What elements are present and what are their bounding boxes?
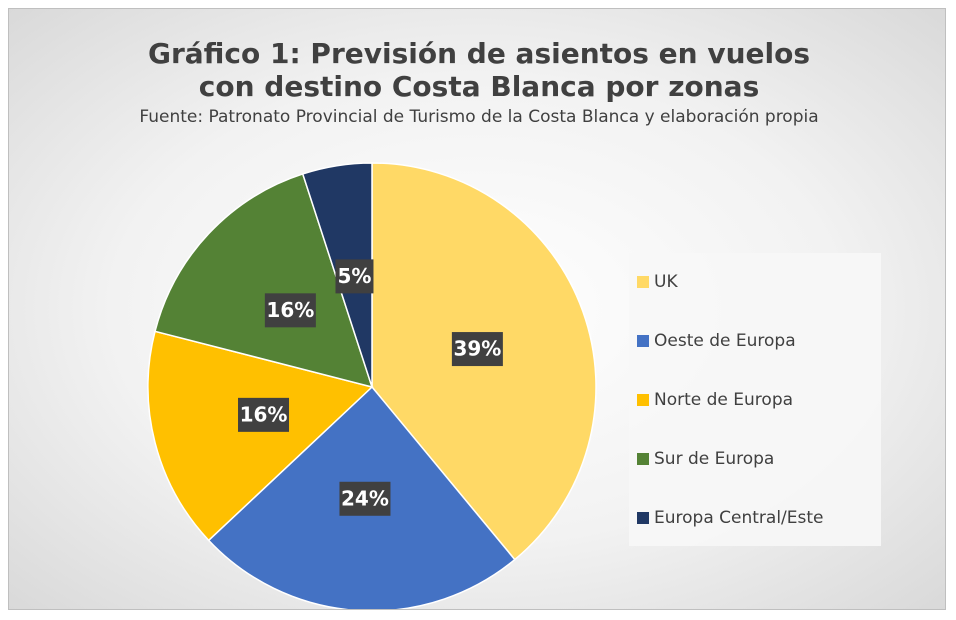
data-label-box [339,481,391,516]
pie-slice [154,173,374,389]
pie-slice [147,330,374,542]
legend-swatch [637,512,649,524]
chart-area: 39% 24% 16% 16% 5% UK Oeste de Europa Norte de … [8,8,946,610]
chart-title: Gráfico 1: Previsión de asientos en vuel… [147,37,811,103]
data-label-box [238,397,290,432]
chart-subtitle: Fuente: Patronato Provincial de Turismo … [139,107,819,127]
legend-swatch [637,453,649,465]
legend-swatch [637,394,649,406]
data-label: 16% [240,402,288,426]
data-label: 39% [453,337,501,361]
data-label: 16% [266,298,314,322]
legend-label: Europa Central/Este [654,508,824,528]
legend-swatch [637,335,649,347]
legend-label: UK [654,272,678,292]
legend-label: Sur de Europa [654,449,774,469]
legend-label: Oeste de Europa [654,331,796,351]
chart: 39% 24% 16% 16% 5% UK Oeste de Europa Norte de … [147,162,881,609]
legend-box [629,253,881,546]
legend-label: Norte de Europa [654,390,793,410]
data-label-box [451,332,503,367]
data-label: 24% [341,486,389,510]
data-label: 5% [337,264,371,288]
data-label-box [335,259,374,294]
legend-swatch [637,276,649,288]
data-label-box [264,293,316,328]
